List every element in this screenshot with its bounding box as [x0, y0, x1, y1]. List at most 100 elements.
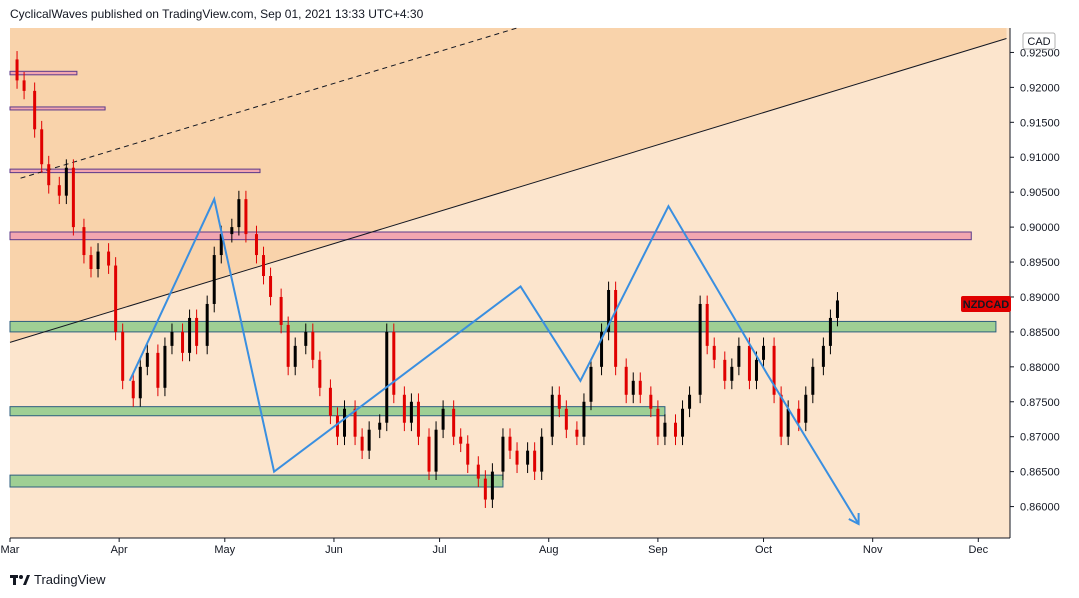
- candle-body: [47, 164, 51, 186]
- candle-body: [754, 359, 758, 381]
- candle-body: [747, 345, 751, 381]
- symbol-badge-box: [961, 295, 1011, 312]
- time-tick-label: Aug: [539, 544, 559, 556]
- candle-body: [459, 436, 463, 444]
- channel-fill: [10, 28, 1007, 343]
- candle-body: [71, 167, 75, 228]
- candle-body: [589, 366, 593, 402]
- candle-body: [392, 331, 396, 395]
- candle-body: [434, 429, 438, 472]
- candle-body: [656, 408, 660, 437]
- candle-body: [15, 59, 19, 81]
- candle-body: [582, 401, 586, 437]
- candle-body: [286, 324, 290, 367]
- time-tick-label: Jun: [325, 544, 343, 556]
- candle-body: [533, 450, 537, 472]
- candle-body: [737, 345, 741, 367]
- price-scale[interactable]: 0.92500 0.92000 0.91500 0.91000 0.90500 0.900…: [1010, 47, 1060, 514]
- candle-body: [205, 303, 209, 346]
- candle-body: [638, 380, 642, 395]
- candle-body: [698, 303, 702, 395]
- price-tick-label: 0.86000: [1020, 502, 1060, 514]
- candle-body: [452, 408, 456, 437]
- candle-body: [367, 429, 371, 451]
- candle-body: [131, 380, 135, 399]
- time-tick-label: Apr: [111, 544, 128, 556]
- candle-body: [466, 443, 470, 465]
- candle-body: [360, 436, 364, 451]
- candle-body: [311, 331, 315, 360]
- footer-brand-label: TradingView: [34, 572, 106, 587]
- candle-body: [181, 331, 185, 353]
- candle-body: [427, 436, 431, 472]
- candle-body: [188, 317, 192, 353]
- price-tick-label: 0.88000: [1020, 362, 1060, 374]
- candle-body: [254, 234, 258, 256]
- price-tick-label: 0.86500: [1020, 467, 1060, 479]
- time-tick-label: Mar: [1, 544, 20, 556]
- footer-brand[interactable]: TradingView: [10, 572, 106, 587]
- candle-body: [82, 227, 86, 256]
- trendline-solid[interactable]: [9, 38, 1007, 343]
- candle-body: [688, 394, 692, 409]
- candle-body: [22, 80, 26, 91]
- candle-body: [762, 345, 766, 360]
- candle-body: [121, 331, 125, 381]
- candle-body: [335, 415, 339, 437]
- candle-body: [156, 352, 160, 388]
- time-tick-label: Sep: [648, 544, 668, 556]
- candle-body: [378, 422, 382, 430]
- candle-body: [476, 464, 480, 479]
- candle-body: [681, 408, 685, 437]
- candle-body: [786, 408, 790, 437]
- candle-body: [663, 422, 667, 437]
- candle-body: [515, 450, 519, 465]
- candle-body: [170, 331, 174, 346]
- candle-body: [262, 255, 266, 277]
- candle-body: [723, 359, 727, 381]
- price-tick-label: 0.90000: [1020, 222, 1060, 234]
- candle-body: [564, 408, 568, 430]
- candle-body: [96, 251, 100, 270]
- candle-body: [575, 429, 579, 437]
- candle-body: [57, 185, 61, 196]
- support-zone: [9, 320, 997, 333]
- candle-body: [811, 366, 815, 395]
- price-tick-label: 0.91500: [1020, 117, 1060, 129]
- time-tick-label: Nov: [863, 544, 883, 556]
- candle-body: [219, 234, 223, 256]
- time-tick-label: Jul: [433, 544, 447, 556]
- candle-body: [318, 359, 322, 388]
- currency-label-box: [1022, 32, 1056, 50]
- candle-body: [712, 345, 716, 360]
- candle-body: [557, 394, 561, 409]
- candle-body: [230, 227, 234, 235]
- time-tick-label: Dec: [969, 544, 989, 556]
- time-tick-label: May: [214, 544, 235, 556]
- time-scale[interactable]: Mar Apr May Jun Jul Aug Sep Oct Nov Dec: [1, 538, 989, 556]
- resistance-zone: [9, 168, 261, 174]
- price-tick-label: 0.89000: [1020, 292, 1060, 304]
- candle-body: [508, 436, 512, 451]
- price-tick-label: 0.87000: [1020, 432, 1060, 444]
- candle-body: [107, 251, 111, 266]
- candle-body: [797, 408, 801, 423]
- projection-path[interactable]: [128, 196, 860, 525]
- candle-body: [673, 422, 677, 437]
- candle-body: [828, 317, 832, 346]
- candle-body: [269, 276, 273, 297]
- candle-body: [779, 394, 783, 437]
- candle-body: [821, 345, 825, 367]
- trendline-dashed[interactable]: [20, 27, 518, 179]
- candle-body: [40, 129, 44, 165]
- resistance-zone: [9, 231, 972, 241]
- candle-body: [33, 90, 37, 130]
- candle-body: [416, 401, 420, 437]
- candle-body: [526, 450, 530, 465]
- candle-body: [343, 408, 347, 437]
- candle-body: [138, 366, 142, 399]
- resistance-zone: [9, 106, 106, 111]
- candle-body: [64, 167, 68, 196]
- candle-body: [501, 436, 505, 472]
